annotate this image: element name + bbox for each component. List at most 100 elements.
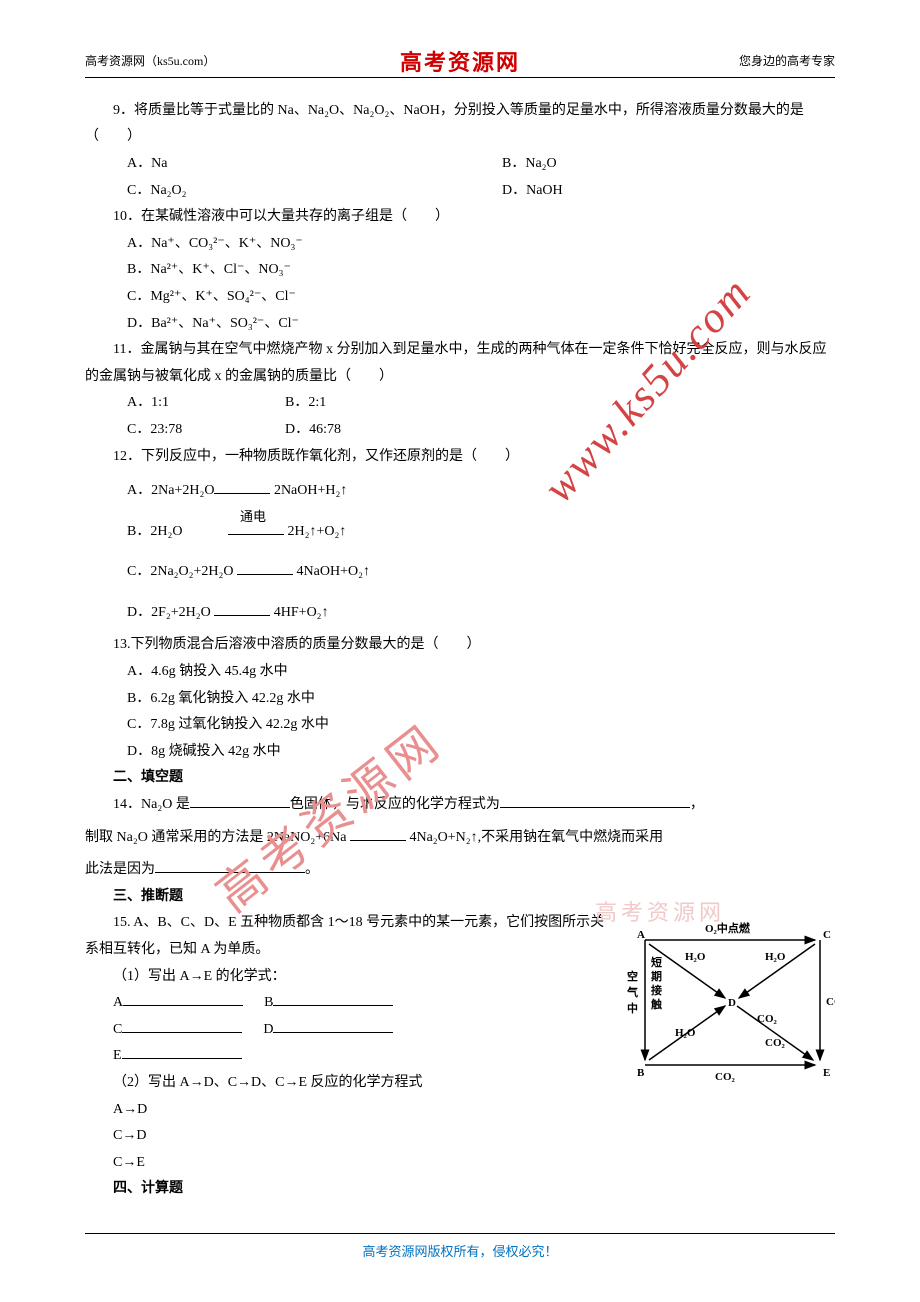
q11-row1: A．1:1 B．2:1	[85, 390, 835, 417]
header-left: 高考资源网（ks5u.com）	[85, 50, 215, 73]
q15-r2: C→D	[85, 1123, 605, 1150]
q15-blank-c	[122, 1019, 242, 1033]
q10-opt-d: D．Ba²⁺、Na⁺、SO₃²⁻、Cl⁻	[85, 311, 835, 338]
node-e: E	[823, 1067, 830, 1079]
q9-text: 9．将质量比等于式量比的 Na、Na₂O、Na₂O₂、NaOH，分别投入等质量的…	[85, 98, 835, 151]
q12b-pre: B．2H₂O	[127, 524, 186, 539]
header-right: 您身边的高考专家	[739, 50, 835, 73]
h2o-2: H₂O	[765, 951, 786, 963]
q15-diagram: A C B E D O₂中点燃 空 气 中 短 期 接 触 H₂O H₂O H₂…	[605, 910, 835, 1176]
q9-opt-d: D．NaOH	[460, 178, 835, 205]
q13-opt-b: B．6.2g 氧化钠投入 42.2g 水中	[85, 686, 835, 713]
header-center-logo: 高考资源网	[400, 42, 520, 84]
section-4-title: 四、计算题	[85, 1176, 835, 1203]
q11-opt-a: A．1:1	[85, 390, 285, 417]
q15-lc: C	[113, 1022, 122, 1037]
q14-p7: 。	[305, 862, 319, 877]
q14-p2: 色固体，与水反应的化学方程式为	[290, 797, 500, 812]
q9-opt-b: B．Na₂O	[460, 151, 835, 178]
q14-p6: 此法是因为	[85, 862, 155, 877]
q15-row: 15. A、B、C、D、E 五种物质都含 1～18 号元素中的某一元素，它们按图…	[85, 910, 835, 1176]
mid-2: 期	[651, 969, 662, 983]
q12b-post: 2H₂↑+O₂↑	[284, 524, 346, 539]
q15-lb: B	[264, 995, 273, 1010]
left-2: 气	[626, 985, 638, 999]
q12a-post: 2NaOH+H₂↑	[270, 483, 347, 498]
page-footer: 高考资源网版权所有，侵权必究！	[85, 1233, 835, 1265]
q9-row1: A．Na B．Na₂O	[85, 151, 835, 178]
q12-opt-c: C．2Na₂O₂+2H₂O 4NaOH+O₂↑	[85, 559, 835, 586]
co2-4: CO₂	[715, 1071, 736, 1083]
node-a: A	[637, 929, 645, 941]
q13-opt-c: C．7.8g 过氧化钠投入 42.2g 水中	[85, 712, 835, 739]
q12c-line	[237, 561, 293, 575]
q12b-cond: 通电	[186, 519, 284, 546]
q10-opt-a: A．Na⁺、CO₃²⁻、K⁺、NO₃⁻	[85, 231, 835, 258]
q15-ab: A B	[85, 990, 605, 1017]
q11-opt-c: C．23:78	[85, 417, 285, 444]
q14-blank3	[350, 827, 406, 841]
q15-le: E	[113, 1048, 122, 1063]
q13-text: 13.下列物质混合后溶液中溶质的质量分数最大的是（ ）	[85, 632, 835, 659]
q15-sub2: （2）写出 A→D、C→D、C→E 反应的化学方程式	[85, 1070, 605, 1097]
q15-cd: C D	[85, 1017, 605, 1044]
q12d-line	[214, 602, 270, 616]
mid-4: 触	[650, 997, 662, 1011]
q9-opt-c: C．Na₂O₂	[85, 178, 460, 205]
q14-p5: 4Na₂O+N₂↑,不采用钠在氧气中燃烧而采用	[406, 830, 663, 845]
q14-blank1	[190, 794, 290, 808]
q14-line2: 制取 Na₂O 通常采用的方法是 2NaNO₂+6Na 4Na₂O+N₂↑,不采…	[85, 825, 835, 852]
h2o-3: H₂O	[675, 1027, 696, 1039]
diagram-svg: A C B E D O₂中点燃 空 气 中 短 期 接 触 H₂O H₂O H₂…	[615, 910, 835, 1090]
q15-blank-d	[273, 1019, 393, 1033]
co2-2: CO₂	[757, 1013, 778, 1025]
q14-blank4	[155, 859, 305, 873]
q14-line3: 此法是因为 。	[85, 857, 835, 884]
q15-blank-a	[123, 992, 243, 1006]
q12a-pre: A．2Na+2H₂O	[127, 483, 214, 498]
q12c-pre: C．2Na₂O₂+2H₂O	[127, 564, 237, 579]
page-header: 高考资源网（ks5u.com） 高考资源网 您身边的高考专家	[85, 50, 835, 78]
q12-opt-b: B．2H₂O 通电 2H₂↑+O₂↑	[85, 519, 835, 546]
q14-line1: 14．Na₂O 是 色固体，与水反应的化学方程式为 ，	[85, 792, 835, 819]
q14-blank2	[500, 794, 690, 808]
section-3-title: 三、推断题	[85, 884, 835, 911]
q11-row2: C．23:78 D．46:78	[85, 417, 835, 444]
q12b-over: 通电	[198, 505, 266, 530]
q10-opt-c: C．Mg²⁺、K⁺、SO₄²⁻、Cl⁻	[85, 284, 835, 311]
h2o-1: H₂O	[685, 951, 706, 963]
q9-row2: C．Na₂O₂ D．NaOH	[85, 178, 835, 205]
content-area: www.ks5u.com 高考资源网 高考资源网 9．将质量比等于式量比的 Na…	[85, 98, 835, 1203]
q14-p3: ，	[690, 797, 704, 812]
q15-r3: C→E	[85, 1150, 605, 1177]
q15-text: 15. A、B、C、D、E 五种物质都含 1～18 号元素中的某一元素，它们按图…	[85, 910, 605, 963]
q14-p1: 14．Na₂O 是	[113, 797, 190, 812]
q13-opt-d: D．8g 烧碱投入 42g 水中	[85, 739, 835, 766]
q10-text: 10．在某碱性溶液中可以大量共存的离子组是（ ）	[85, 204, 835, 231]
q12-opt-d: D．2F₂+2H₂O 4HF+O₂↑	[85, 600, 835, 627]
edge-top: O₂中点燃	[705, 921, 751, 935]
q10-opt-b: B．Na²⁺、K⁺、Cl⁻、NO₃⁻	[85, 257, 835, 284]
node-c: C	[823, 929, 831, 941]
node-d: D	[728, 997, 736, 1009]
node-b: B	[637, 1067, 645, 1079]
q15-la: A	[113, 995, 123, 1010]
q15-ld: D	[263, 1022, 273, 1037]
q15-e: E	[85, 1043, 605, 1070]
q12d-post: 4HF+O₂↑	[270, 605, 328, 620]
co2-1: CO₂	[826, 996, 835, 1008]
q13-opt-a: A．4.6g 钠投入 45.4g 水中	[85, 659, 835, 686]
left-3: 中	[627, 1001, 638, 1015]
q14-p4: 制取 Na₂O 通常采用的方法是 2NaNO₂+6Na	[85, 830, 350, 845]
q12-text: 12．下列反应中，一种物质既作氧化剂，又作还原剂的是（ ）	[85, 444, 835, 471]
q15-sub1: （1）写出 A→E 的化学式：	[85, 964, 605, 991]
q11-text: 11．金属钠与其在空气中燃烧产物 x 分别加入到足量水中，生成的两种气体在一定条…	[85, 337, 835, 390]
q11-opt-b: B．2:1	[285, 390, 326, 417]
q12a-line	[214, 480, 270, 494]
mid-3: 接	[651, 983, 662, 997]
q15-blank-b	[273, 992, 393, 1006]
q15-r1: A→D	[85, 1097, 605, 1124]
q12d-pre: D．2F₂+2H₂O	[127, 605, 214, 620]
mid-1: 短	[651, 955, 662, 969]
co2-3: CO₂	[765, 1037, 786, 1049]
